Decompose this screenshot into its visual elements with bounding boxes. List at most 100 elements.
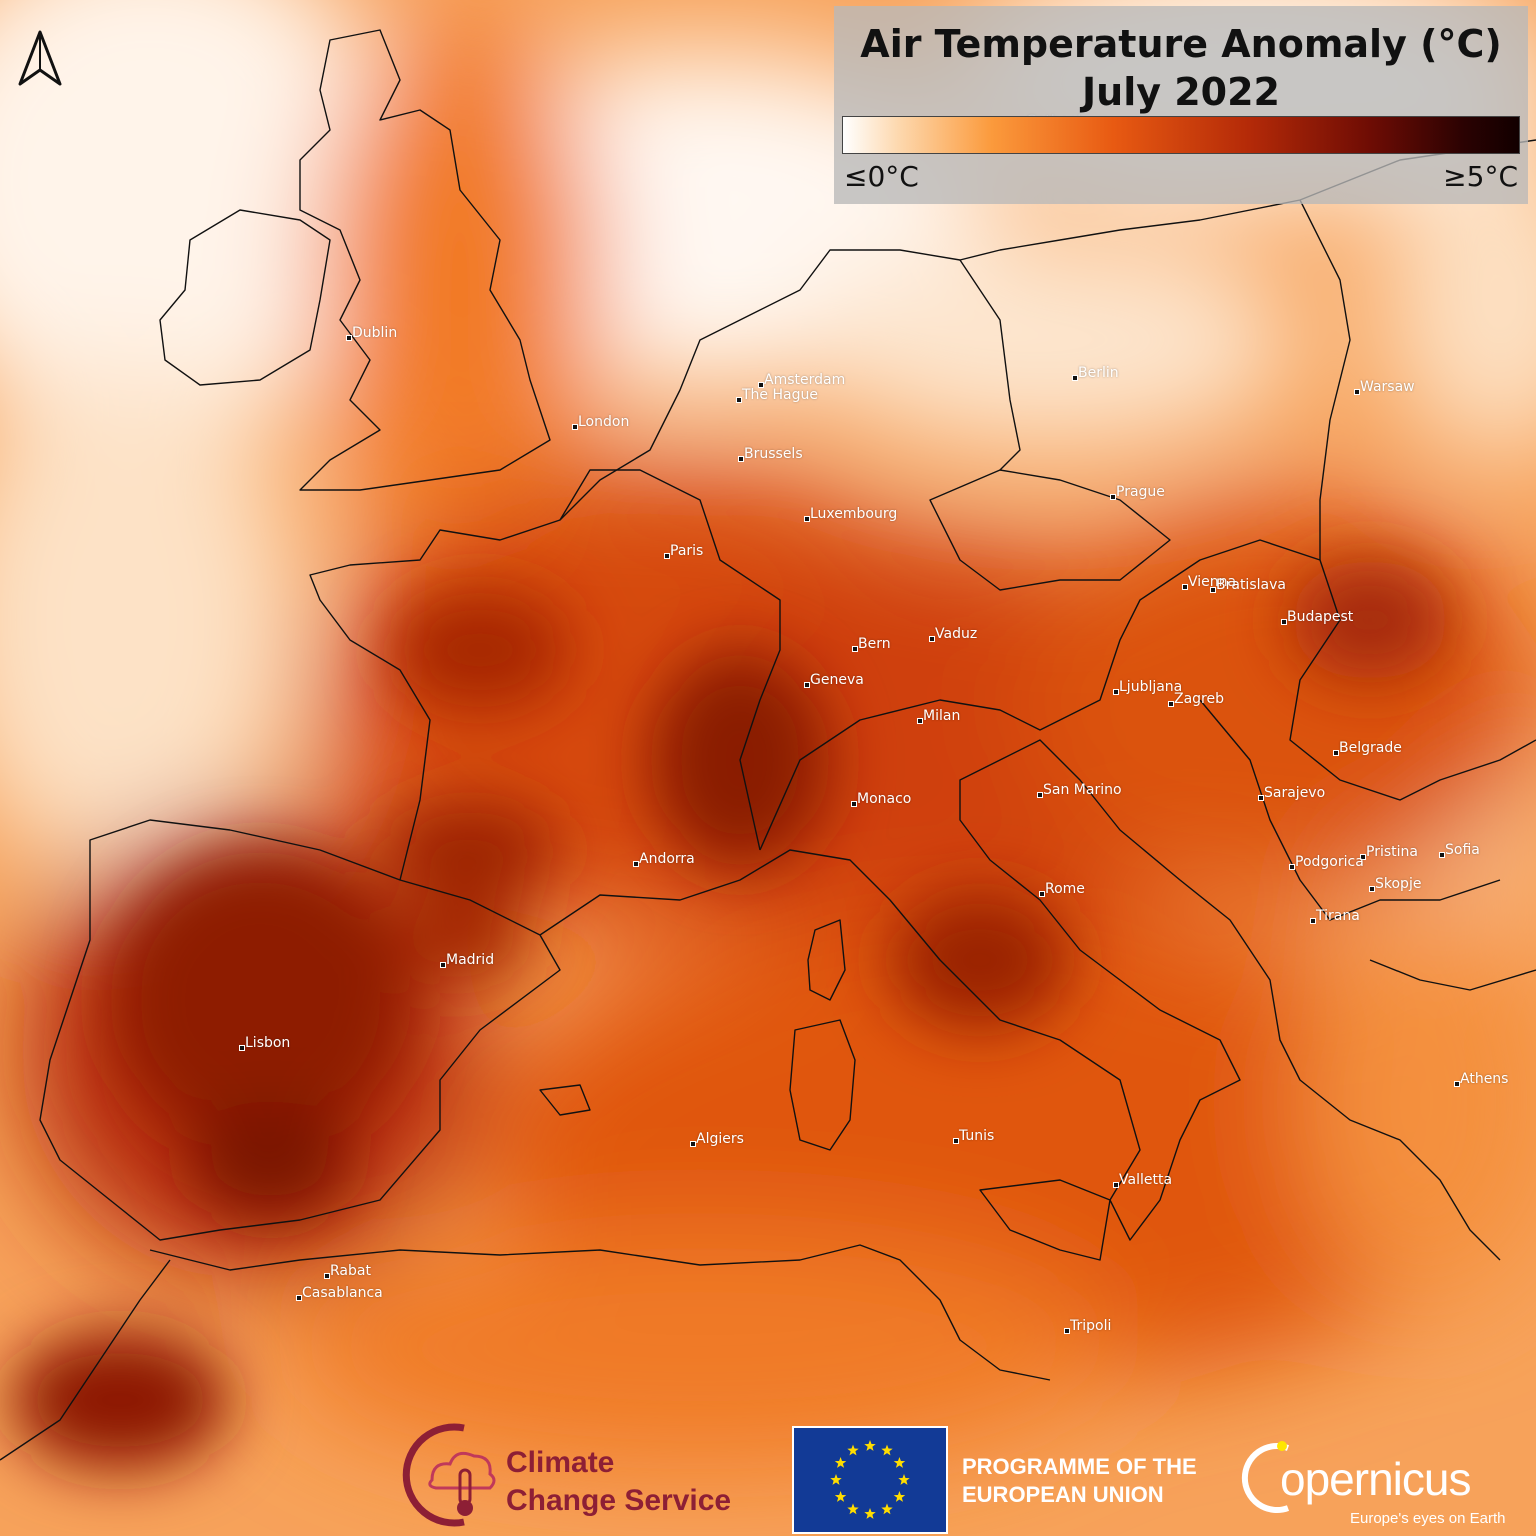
city-name: Warsaw <box>1360 379 1415 395</box>
city-marker <box>1281 619 1287 625</box>
thermometer-cloud-icon <box>402 1423 496 1527</box>
sicily-coast <box>979 1179 1111 1261</box>
city-label-pristina: Pristina <box>1360 844 1418 860</box>
city-label-milan: Milan <box>917 708 960 724</box>
city-marker <box>929 636 935 642</box>
city-name: Madrid <box>446 952 495 968</box>
city-label-podgorica: Podgorica <box>1289 854 1364 870</box>
city-marker <box>1182 584 1188 590</box>
city-marker <box>917 718 923 724</box>
city-label-sarajevo: Sarajevo <box>1258 785 1325 801</box>
greece-border <box>1369 959 1536 991</box>
city-name: Tunis <box>959 1128 995 1144</box>
city-name: Vaduz <box>935 626 978 642</box>
morocco-atlantic-coast <box>0 1259 171 1461</box>
city-name: Zagreb <box>1174 691 1225 707</box>
city-marker <box>738 456 744 462</box>
city-name: Prague <box>1116 484 1165 500</box>
eu-star-icon <box>893 1491 906 1502</box>
city-marker <box>1110 494 1116 500</box>
eu-star-icon <box>834 1457 847 1468</box>
city-name: San Marino <box>1043 782 1122 798</box>
colorbar-min-label: ≤0°C <box>844 160 919 193</box>
city-label-andorra: Andorra <box>633 851 695 867</box>
north-coast <box>309 139 1536 881</box>
sardinia-coast <box>789 1019 856 1151</box>
city-name: Skopje <box>1375 876 1422 892</box>
germany-poland-border <box>959 259 1021 471</box>
city-name: Lisbon <box>245 1035 291 1051</box>
city-marker <box>1258 795 1264 801</box>
city-label-tirana: Tirana <box>1310 908 1360 924</box>
north-africa-coast <box>149 1244 1051 1381</box>
city-name: Casablanca <box>302 1285 383 1301</box>
city-label-tripoli: Tripoli <box>1064 1318 1112 1334</box>
city-label-the-hague: The Hague <box>736 387 818 403</box>
city-name: Tripoli <box>1070 1318 1112 1334</box>
city-label-vienna: Vienna <box>1182 574 1236 590</box>
city-label-belgrade: Belgrade <box>1333 740 1402 756</box>
city-label-brussels: Brussels <box>738 446 803 462</box>
city-label-sofia: Sofia <box>1439 842 1480 858</box>
city-label-athens: Athens <box>1454 1071 1508 1087</box>
city-name: Algiers <box>696 1131 744 1147</box>
city-label-casablanca: Casablanca <box>296 1285 383 1301</box>
city-label-algiers: Algiers <box>690 1131 744 1147</box>
city-marker <box>1289 864 1295 870</box>
city-name: Monaco <box>857 791 912 807</box>
city-marker <box>852 646 858 652</box>
eu-star-icon <box>864 1440 876 1451</box>
city-name: Sofia <box>1445 842 1480 858</box>
copernicus-wordmark: opernicus <box>1280 1453 1471 1505</box>
city-marker <box>664 553 670 559</box>
city-marker <box>690 1141 696 1147</box>
city-name: Brussels <box>744 446 803 462</box>
city-name: Ljubljana <box>1119 679 1183 695</box>
city-label-warsaw: Warsaw <box>1354 379 1415 395</box>
city-marker <box>953 1138 959 1144</box>
city-name: Dublin <box>352 325 398 341</box>
eu-programme-line1: PROGRAMME OF THE <box>962 1454 1197 1479</box>
city-name: Rabat <box>330 1263 371 1279</box>
city-name: Rome <box>1045 881 1085 897</box>
poland-east-border <box>1299 199 1351 560</box>
colorbar <box>842 116 1520 154</box>
eu-star-icon <box>847 1503 859 1515</box>
czech-border <box>929 469 1171 591</box>
city-label-budapest: Budapest <box>1281 609 1353 625</box>
city-marker <box>440 962 446 968</box>
eu-star-icon <box>830 1474 842 1485</box>
city-name: Berlin <box>1078 365 1119 381</box>
city-marker <box>1360 854 1366 860</box>
city-label-tunis: Tunis <box>953 1128 995 1144</box>
city-name: Belgrade <box>1339 740 1402 756</box>
eu-star-icon <box>834 1491 847 1502</box>
balkan-border <box>1199 699 1501 921</box>
city-marker <box>572 424 578 430</box>
city-marker <box>1039 891 1045 897</box>
city-label-amsterdam: Amsterdam <box>758 372 846 388</box>
city-marker <box>1439 852 1445 858</box>
city-marker <box>346 335 352 341</box>
city-name: Tirana <box>1316 908 1360 924</box>
eu-programme-line2: EUROPEAN UNION <box>962 1482 1164 1507</box>
city-label-san-marino: San Marino <box>1037 782 1122 798</box>
city-label-rome: Rome <box>1039 881 1085 897</box>
city-label-paris: Paris <box>664 543 703 559</box>
city-name: Geneva <box>810 672 864 688</box>
city-marker <box>324 1273 330 1279</box>
city-label-monaco: Monaco <box>851 791 912 807</box>
city-label-vaduz: Vaduz <box>929 626 978 642</box>
city-name: Bratislava <box>1216 577 1286 593</box>
city-label-berlin: Berlin <box>1072 365 1119 381</box>
iberia-coast <box>39 819 561 1241</box>
city-marker <box>1113 689 1119 695</box>
city-name: Amsterdam <box>764 372 846 388</box>
city-marker <box>239 1045 245 1051</box>
city-marker <box>1454 1081 1460 1087</box>
legend-panel: Air Temperature Anomaly (°C) July 2022 ≤… <box>834 6 1528 204</box>
city-label-skopje: Skopje <box>1369 876 1422 892</box>
city-marker <box>1333 750 1339 756</box>
